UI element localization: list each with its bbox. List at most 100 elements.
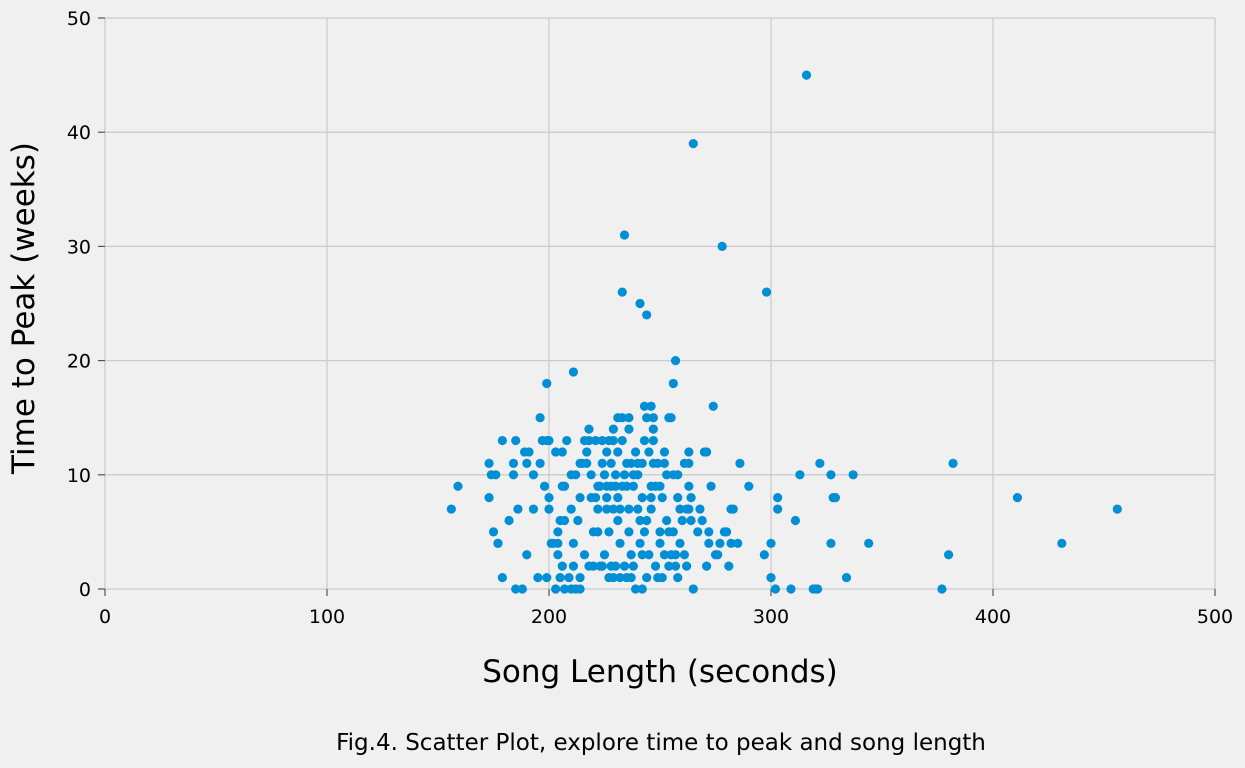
data-point <box>595 481 605 491</box>
data-point <box>826 470 836 480</box>
y-tick-label: 0 <box>79 579 91 601</box>
data-point <box>659 447 670 457</box>
x-tick-label: 100 <box>309 606 345 628</box>
data-point <box>584 424 594 434</box>
data-point <box>586 470 596 480</box>
data-point <box>702 447 712 457</box>
data-point <box>653 458 663 468</box>
data-point <box>633 470 643 480</box>
data-point <box>657 493 667 503</box>
data-point <box>637 550 647 560</box>
data-point <box>544 504 554 514</box>
data-point <box>662 515 672 526</box>
x-tick-label: 400 <box>975 606 1011 628</box>
data-point <box>528 470 539 480</box>
data-point <box>557 561 567 571</box>
data-point <box>697 515 707 526</box>
data-point <box>626 550 636 560</box>
data-point <box>773 493 783 503</box>
data-point <box>555 572 565 583</box>
data-point <box>639 435 650 446</box>
y-tick-label: 30 <box>67 236 91 258</box>
data-point <box>619 470 630 480</box>
data-point <box>657 572 667 583</box>
data-point <box>588 561 599 571</box>
data-point <box>635 538 645 548</box>
data-point <box>615 504 625 514</box>
data-point <box>684 504 694 514</box>
data-point <box>635 515 645 526</box>
data-point <box>535 458 545 468</box>
x-tick-label: 200 <box>531 606 567 628</box>
y-tick-label: 10 <box>67 465 91 487</box>
data-point <box>637 493 647 503</box>
data-point <box>686 493 696 503</box>
data-point <box>624 504 634 514</box>
x-tick-label: 500 <box>1197 606 1233 628</box>
data-point <box>611 470 621 480</box>
data-point <box>597 458 607 468</box>
data-point <box>639 527 650 537</box>
data-point <box>611 481 621 491</box>
data-point <box>673 470 683 480</box>
data-point <box>484 493 494 503</box>
data-point <box>593 527 603 537</box>
data-point <box>766 538 776 548</box>
data-point <box>504 515 514 526</box>
data-point <box>613 493 623 503</box>
data-point <box>611 561 621 571</box>
data-point <box>790 515 801 526</box>
data-point <box>813 584 823 594</box>
data-point <box>642 572 652 583</box>
data-point <box>662 470 672 480</box>
data-point <box>702 561 712 571</box>
data-point <box>582 447 592 457</box>
data-point <box>497 572 507 583</box>
tick-marks <box>98 17 1216 596</box>
data-point <box>615 538 625 548</box>
data-point <box>682 561 692 571</box>
data-point <box>551 447 561 457</box>
data-point <box>591 435 601 446</box>
data-point <box>630 447 641 457</box>
data-point <box>693 527 703 537</box>
data-point <box>562 435 572 446</box>
data-point <box>453 481 463 491</box>
data-point <box>668 527 678 537</box>
data-point <box>568 367 579 377</box>
data-point <box>597 435 607 446</box>
data-point <box>706 481 716 491</box>
data-point <box>684 458 694 468</box>
data-point <box>659 550 670 560</box>
x-tick-label: 0 <box>99 606 111 628</box>
data-point <box>715 538 725 548</box>
data-point <box>679 550 690 560</box>
data-point <box>626 458 636 468</box>
data-point <box>695 504 705 514</box>
data-point <box>564 572 574 583</box>
data-point <box>608 424 618 434</box>
data-point <box>688 139 698 149</box>
data-point <box>648 413 658 423</box>
data-point <box>666 413 676 423</box>
data-point <box>573 515 583 526</box>
data-point <box>637 458 647 468</box>
data-point <box>553 527 563 537</box>
data-point <box>937 584 947 594</box>
data-point <box>717 241 727 251</box>
data-point <box>497 435 507 446</box>
data-point <box>579 550 590 560</box>
data-point <box>571 470 581 480</box>
data-point <box>786 584 796 594</box>
data-point <box>708 401 718 411</box>
data-point <box>615 572 625 583</box>
data-point <box>675 504 685 514</box>
data-point <box>633 504 643 514</box>
data-point <box>664 561 674 571</box>
data-point <box>622 481 632 491</box>
data-point <box>602 447 612 457</box>
data-point <box>522 458 532 468</box>
data-point <box>648 435 658 446</box>
figure-caption: Fig.4. Scatter Plot, explore time to pea… <box>336 730 986 756</box>
